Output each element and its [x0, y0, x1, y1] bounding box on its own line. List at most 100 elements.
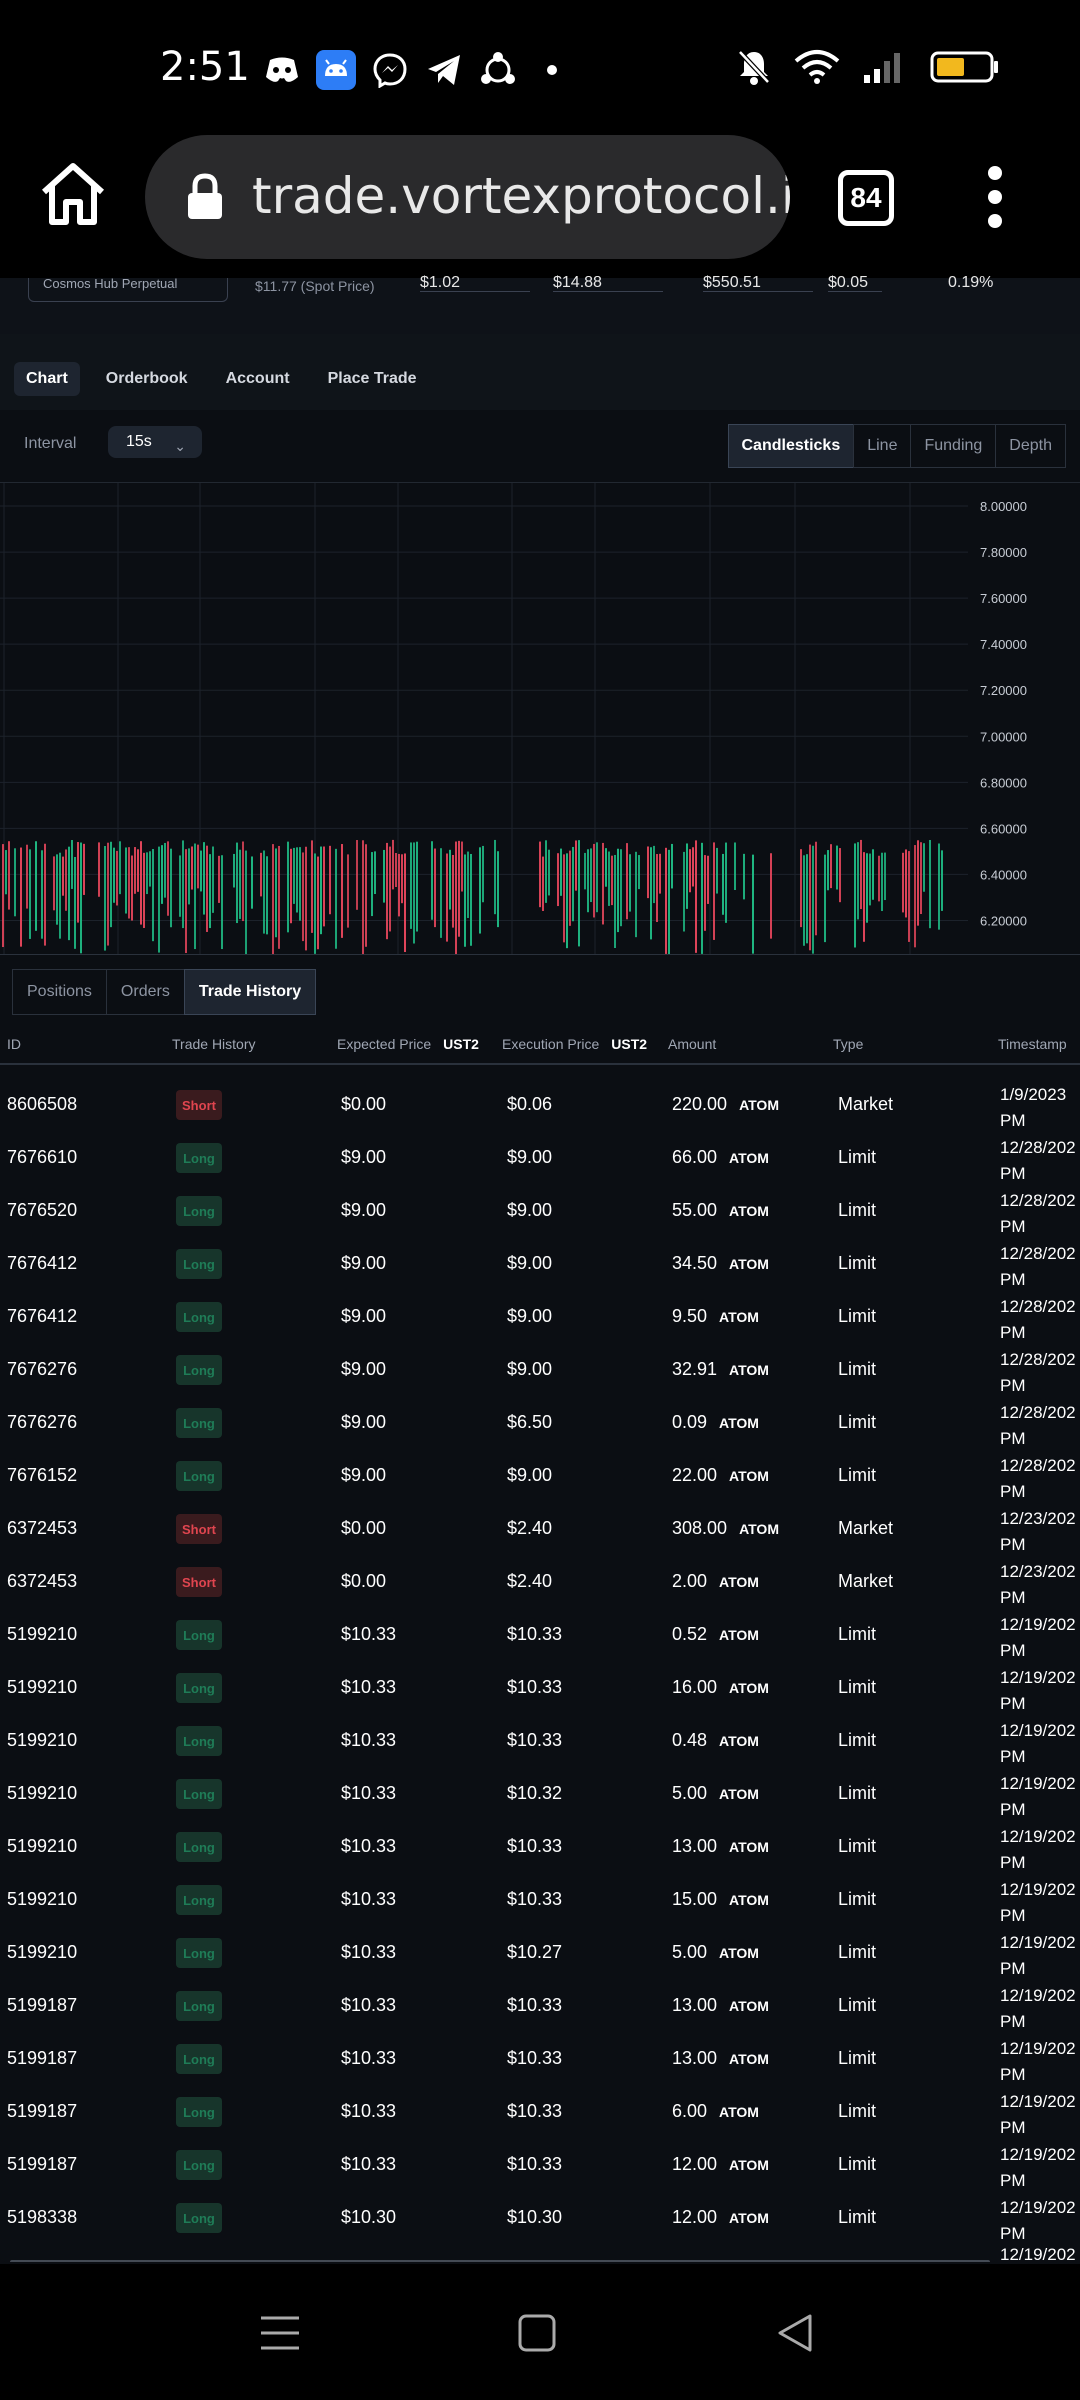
timestamp-date: 12/19/202: [1000, 1933, 1076, 1952]
chart-type-candlesticks[interactable]: Candlesticks: [727, 424, 855, 468]
timestamp-date: 12/19/202: [1000, 1721, 1076, 1740]
table-row[interactable]: 5198338 Long $10.30 $10.30 12.00 ATOM Limit 12/…: [0, 2193, 1080, 2246]
candle-up: [743, 853, 745, 900]
table-row[interactable]: 7676412 Long $9.00 $9.00 9.50 ATOM Limit 12/28/…: [0, 1292, 1080, 1345]
tab-switcher-button[interactable]: 84: [838, 170, 894, 226]
candle-up: [806, 854, 808, 944]
trade-history-table[interactable]: ID Trade History Expected Price UST2 Exec…: [0, 1030, 1080, 2262]
amount-value: 13.00: [672, 1995, 718, 2015]
candle-down: [305, 846, 307, 951]
row-type: Limit: [838, 2048, 877, 2068]
table-row[interactable]: 5199210 Long $10.33 $10.33 0.52 ATOM Limit 12/1…: [0, 1610, 1080, 1663]
candle-down: [692, 847, 694, 887]
row-amount: 55.00 ATOM: [672, 1200, 769, 1221]
status-time: 2:51: [160, 44, 250, 90]
table-row[interactable]: 5199210 Long $10.33 $10.33 0.48 ATOM Limit 12/1…: [0, 1716, 1080, 1769]
timestamp-date: 12/28/202: [1000, 1138, 1076, 1157]
horizontal-scrollbar[interactable]: [10, 2260, 990, 2262]
tab-place-trade[interactable]: Place Trade: [327, 370, 417, 387]
amount-value: 32.91: [672, 1359, 718, 1379]
table-row[interactable]: 7676276 Long $9.00 $9.00 32.91 ATOM Limit 12/28…: [0, 1345, 1080, 1398]
table-row[interactable]: 6372453 Short $0.00 $2.40 308.00 ATOM Market 12…: [0, 1504, 1080, 1557]
row-timestamp: 12/28/202 PM: [1000, 1135, 1076, 1187]
row-expected-price: $0.00: [341, 1094, 387, 1114]
asset-symbol: ATOM: [729, 1839, 769, 1855]
browser-menu-button[interactable]: [985, 166, 1005, 232]
candle-up: [440, 848, 442, 938]
tab-orderbook[interactable]: Orderbook: [105, 370, 188, 387]
candle-down: [539, 841, 541, 908]
table-row[interactable]: 7676610 Long $9.00 $9.00 66.00 ATOM Limit 12/28…: [0, 1133, 1080, 1186]
row-expected-price: $9.00: [341, 1147, 387, 1167]
chart-type-line[interactable]: Line: [853, 424, 912, 468]
home-button[interactable]: [38, 160, 108, 230]
candle-up: [881, 852, 883, 912]
table-row[interactable]: 6372453 Short $0.00 $2.40 2.00 ATOM Market 12/2…: [0, 1557, 1080, 1610]
candle-up: [149, 851, 151, 887]
candle-down: [311, 840, 313, 933]
row-execution-price: $10.33: [507, 1995, 563, 2015]
candle-up: [686, 843, 688, 909]
row-type: Limit: [838, 1677, 877, 1697]
table-row[interactable]: 5199187 Long $10.33 $10.33 13.00 ATOM Limit 12/…: [0, 1981, 1080, 2034]
tab-orders[interactable]: Orders: [105, 969, 185, 1015]
table-row[interactable]: 5199210 Long $10.33 $10.33 15.00 ATOM Limit 12/…: [0, 1875, 1080, 1928]
tab-trade-history[interactable]: Trade History: [183, 969, 317, 1015]
back-button[interactable]: [770, 2308, 820, 2358]
candle-up: [854, 843, 856, 948]
timestamp-time: PM: [1000, 1694, 1026, 1713]
candle-up: [203, 842, 205, 915]
candle-up: [320, 846, 322, 935]
candle-up: [803, 855, 805, 946]
asset-symbol: ATOM: [719, 2104, 759, 2120]
menu-dot: [988, 190, 1002, 204]
candle-down: [917, 840, 919, 926]
table-row[interactable]: 7676520 Long $9.00 $9.00 55.00 ATOM Limit 12/28…: [0, 1186, 1080, 1239]
candle-down: [329, 845, 331, 915]
table-row[interactable]: 7676412 Long $9.00 $9.00 34.50 ATOM Limit 12/28…: [0, 1239, 1080, 1292]
price-chart[interactable]: 8.00000 7.80000 7.60000 7.40000 7.20000 7.000…: [0, 482, 1080, 955]
tab-account[interactable]: Account: [225, 370, 290, 387]
table-row[interactable]: 7676276 Long $9.00 $6.50 0.09 ATOM Limit 12/28/…: [0, 1398, 1080, 1451]
candle-down: [143, 852, 145, 928]
candle-down: [602, 842, 604, 925]
table-row[interactable]: 7676152 Long $9.00 $9.00 22.00 ATOM Limit 12/28…: [0, 1451, 1080, 1504]
tab-positions[interactable]: Positions: [12, 969, 107, 1015]
timestamp-time: PM: [1000, 1535, 1026, 1554]
address-bar[interactable]: trade.vortexprotocol.io/t: [145, 135, 790, 259]
candle-down: [242, 841, 244, 922]
candle-up: [467, 851, 469, 919]
table-row[interactable]: 5199210 Long $10.33 $10.33 13.00 ATOM Limit 12/…: [0, 1822, 1080, 1875]
home-nav-button[interactable]: [512, 2308, 562, 2358]
table-row[interactable]: 5199210 Long $10.33 $10.27 5.00 ATOM Limit 12/1…: [0, 1928, 1080, 1981]
table-row[interactable]: 5199187 Long $10.33 $10.33 6.00 ATOM Limit 12/1…: [0, 2087, 1080, 2140]
interval-select[interactable]: 15s ⌄: [108, 426, 202, 458]
asset-symbol: ATOM: [719, 1309, 759, 1325]
market-name[interactable]: Cosmos Hub Perpetual: [28, 277, 228, 302]
candle-up: [479, 847, 481, 934]
tab-chart[interactable]: Chart: [14, 362, 80, 396]
row-id: 5199210: [7, 1889, 78, 1909]
chart-type-funding[interactable]: Funding: [910, 424, 997, 468]
row-timestamp: 12/19/202 PM: [1000, 2142, 1076, 2194]
table-row[interactable]: 5199210 Long $10.33 $10.32 5.00 ATOM Limit 12/1…: [0, 1769, 1080, 1822]
chart-canvas[interactable]: 8.00000 7.80000 7.60000 7.40000 7.20000 7.000…: [0, 483, 1080, 955]
recents-button[interactable]: [255, 2308, 305, 2358]
row-id: 8606508: [7, 1094, 78, 1114]
table-row[interactable]: 5199210 Long $10.33 $10.33 16.00 ATOM Limit 12/…: [0, 1663, 1080, 1716]
y-tick-label: 7.40000: [980, 637, 1027, 652]
table-row[interactable]: 5199187 Long $10.33 $10.33 12.00 ATOM Limit 12/…: [0, 2140, 1080, 2193]
row-id: 7676412: [7, 1306, 78, 1326]
chart-type-depth[interactable]: Depth: [995, 424, 1066, 468]
table-row[interactable]: 8606508 Short $0.00 $0.06 220.00 ATOM Market 1/…: [0, 1080, 1080, 1133]
candle-up: [752, 854, 754, 954]
candle-up: [266, 856, 268, 935]
table-row[interactable]: 5199187 Long $10.33 $10.33 13.00 ATOM Limit 12/…: [0, 2034, 1080, 2087]
row-id: 7676610: [7, 1147, 78, 1167]
candle-up: [374, 851, 376, 895]
asset-symbol: ATOM: [729, 1256, 769, 1272]
candle-up: [413, 842, 415, 944]
candle-down: [593, 843, 595, 918]
candle-up: [464, 854, 466, 947]
candle-up: [200, 850, 202, 892]
